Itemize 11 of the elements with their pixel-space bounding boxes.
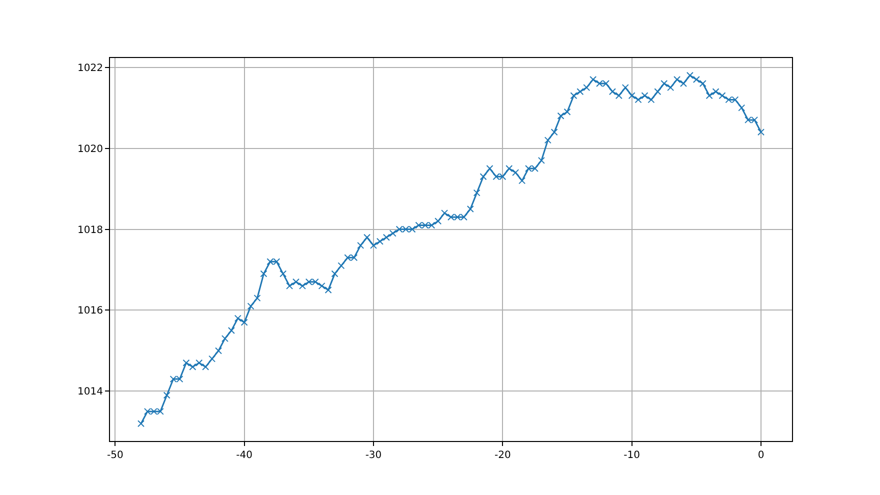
y-tick-label: 1018 bbox=[78, 224, 103, 236]
y-tick-label: 1020 bbox=[78, 144, 103, 155]
x-tick-label: -30 bbox=[365, 450, 382, 461]
x-tick-label: -40 bbox=[236, 450, 252, 461]
y-tick-label: 1014 bbox=[78, 386, 103, 398]
x-tick-label: 0 bbox=[758, 450, 764, 461]
x-tick-label: -10 bbox=[624, 450, 640, 461]
y-tick-label: 1022 bbox=[78, 62, 103, 74]
x-tick-label: -50 bbox=[107, 450, 124, 461]
x-tick-label: -20 bbox=[494, 450, 511, 461]
y-tick-label: 1016 bbox=[78, 306, 103, 317]
